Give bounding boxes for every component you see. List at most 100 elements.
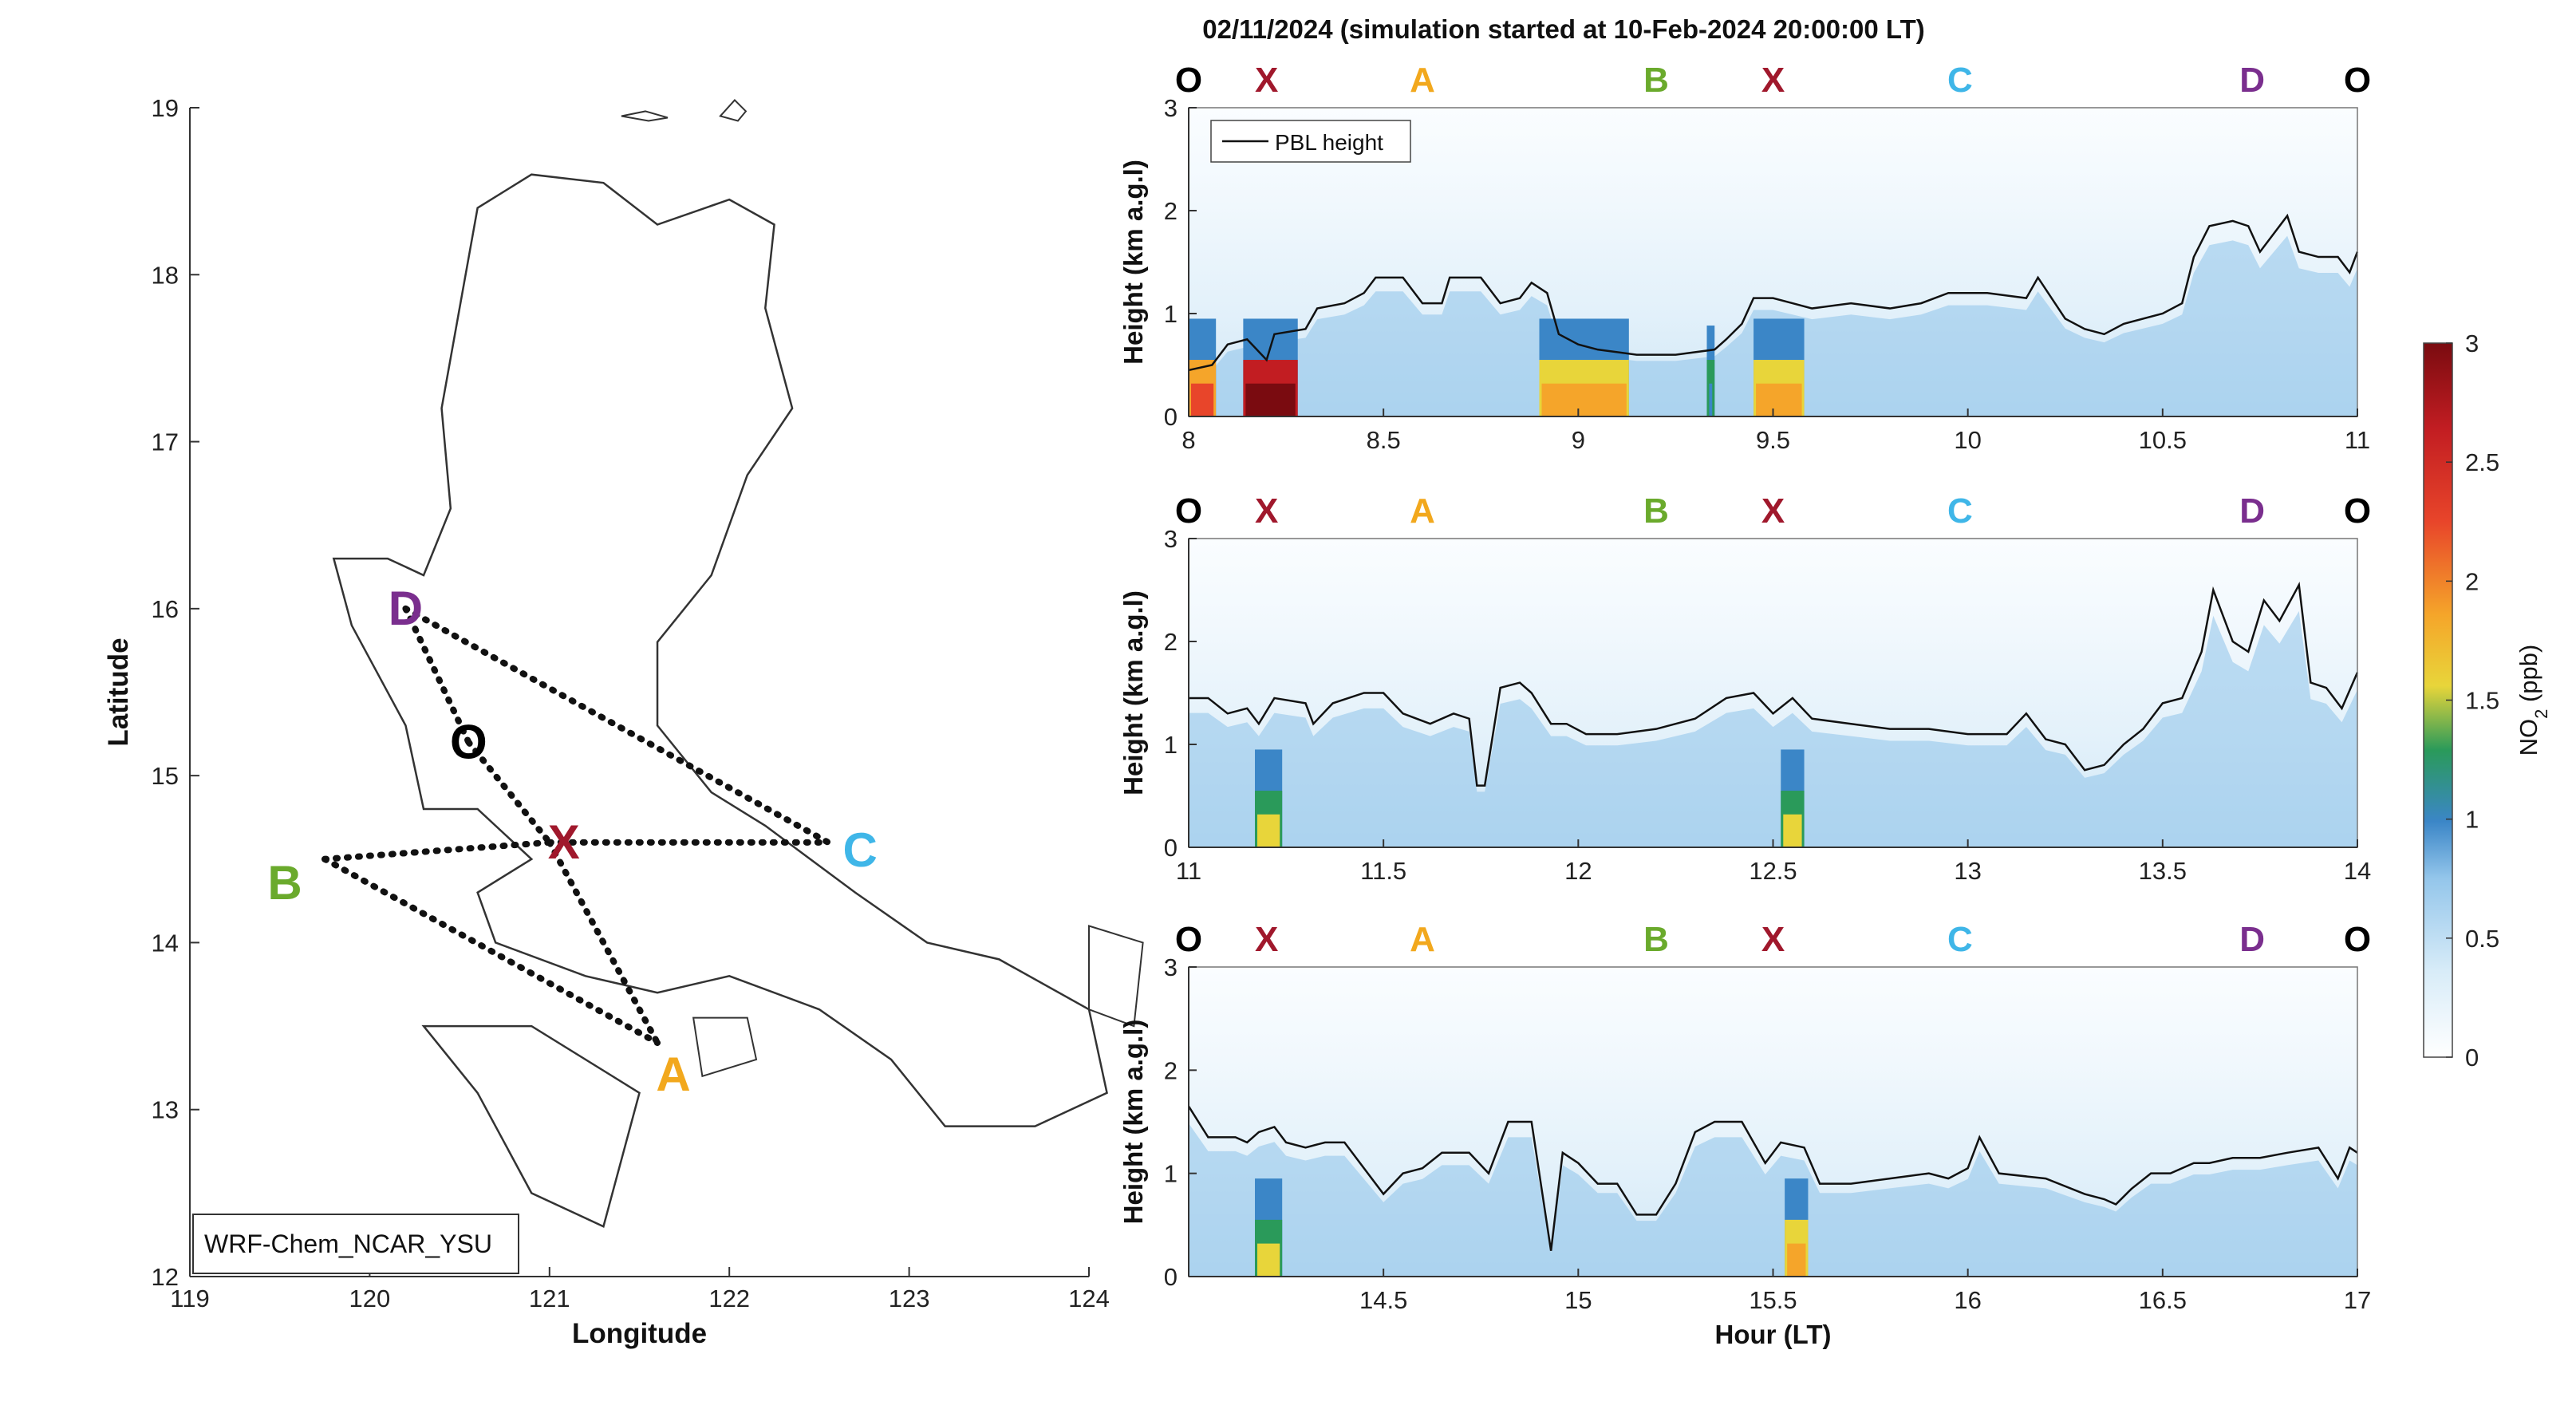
y-tick-label: 1 (1164, 300, 1178, 328)
x-tick-label: 11.5 (1360, 857, 1406, 885)
model-label-box (192, 1214, 519, 1274)
y-tick-label: 0 (1164, 403, 1178, 431)
map-y-tick-label: 16 (152, 595, 179, 623)
colorbar-tick-label: 0.5 (2465, 925, 2499, 953)
map-y-tick-label: 12 (152, 1263, 179, 1291)
y-tick-label: 3 (1164, 94, 1178, 122)
waypoint-label-X: X (1761, 61, 1785, 100)
waypoint-label-C: C (1947, 491, 1973, 531)
no2-column-core (1756, 383, 1802, 416)
colorbar-tick-label: 2 (2465, 567, 2479, 595)
map-y-tick-label: 19 (152, 94, 179, 122)
waypoint-label-X: X (1255, 491, 1278, 531)
map-x-tick-label: 121 (529, 1285, 570, 1312)
waypoint-label-B: B (1643, 920, 1669, 959)
x-tick-label: 16.5 (2139, 1286, 2187, 1314)
pbl-height-line (1188, 213, 2359, 372)
profile-panel-1: 8 8.5 9 9.5 10 10.5 11 0 1 2 3 Height (km a.g.l) O X A… (1118, 61, 2371, 454)
waypoint-label-C: C (1947, 61, 1973, 100)
no2-column-core (1709, 383, 1713, 416)
catanduanes-outline (1088, 925, 1144, 1028)
map-x-axis-title: Longitude (572, 1318, 707, 1349)
waypoint-label-X: X (1255, 61, 1278, 100)
map-y-tick-label: 13 (152, 1096, 179, 1124)
mindoro-outline (421, 1024, 641, 1228)
x-tick-label: 8.5 (1367, 426, 1401, 454)
map-point-A: A (656, 1048, 690, 1101)
colorbar-tick-label: 1.5 (2465, 687, 2499, 715)
waypoint-label-B: B (1643, 491, 1669, 531)
map-y-tick-label: 18 (152, 261, 179, 289)
x-tick-label: 11 (1176, 857, 1201, 885)
no2-column-core (1191, 383, 1214, 416)
x-tick-label: 10 (1954, 426, 1981, 454)
waypoint-label-X: X (1255, 920, 1278, 959)
map-point-C: C (842, 823, 877, 877)
no2-column-core (1541, 383, 1627, 416)
route-segment (322, 839, 553, 862)
x-tick-label: 14 (2344, 857, 2371, 885)
map-point-X: X (548, 815, 580, 869)
x-tick-label: 15.5 (1749, 1286, 1797, 1314)
y-tick-label: 3 (1164, 525, 1178, 553)
map-x-tick-label: 124 (1068, 1285, 1110, 1312)
x-tick-label: 14.5 (1359, 1286, 1407, 1314)
model-label: WRF-Chem_NCAR_YSU (204, 1229, 492, 1258)
colorbar-title: NO2 (ppb) (2515, 645, 2551, 756)
route-segment (465, 739, 553, 846)
x-tick-label: 13.5 (2139, 857, 2187, 885)
route-segment (402, 605, 832, 846)
colorbar-tick-label: 1 (2465, 806, 2479, 834)
y-tick-label: 0 (1164, 834, 1178, 862)
colorbar: 0 0.5 1 1.5 2 2.5 3 NO2 (ppb) (2423, 330, 2551, 1072)
x-axis-title: Hour (LT) (1714, 1320, 1831, 1349)
route-segment (402, 605, 472, 746)
waypoint-label-D: D (2239, 491, 2265, 531)
y-axis-title: Height (km a.g.l) (1118, 1020, 1148, 1225)
y-tick-label: 0 (1164, 1263, 1178, 1291)
x-tick-label: 9 (1572, 426, 1585, 454)
waypoint-label-O: O (2344, 491, 2371, 531)
boundary-layer-field (1189, 610, 2357, 847)
map-point-D: D (389, 582, 423, 635)
waypoint-label-D: D (2239, 61, 2265, 100)
x-tick-label: 12 (1564, 857, 1592, 885)
no2-column-core (1257, 814, 1280, 847)
y-tick-label: 1 (1164, 1160, 1178, 1188)
no2-column-core (1783, 814, 1802, 847)
y-tick-label: 2 (1164, 1056, 1178, 1084)
map-y-tick-label: 17 (152, 428, 179, 456)
map-y-tick-label: 15 (152, 762, 179, 790)
route-segment (546, 839, 661, 1046)
waypoint-label-O: O (1175, 61, 1202, 100)
waypoint-label-X: X (1761, 920, 1785, 959)
x-tick-label: 10.5 (2139, 426, 2187, 454)
x-tick-label: 13 (1954, 857, 1981, 885)
waypoint-label-C: C (1947, 920, 1973, 959)
x-tick-label: 15 (1564, 1286, 1592, 1314)
x-tick-label: 17 (2344, 1286, 2371, 1314)
route-segment (322, 855, 661, 1046)
waypoint-label-A: A (1410, 920, 1435, 959)
no2-column-core (1787, 1243, 1806, 1277)
map-x-tick-label: 122 (708, 1285, 750, 1312)
y-tick-label: 1 (1164, 731, 1178, 759)
waypoint-label-D: D (2239, 920, 2265, 959)
map-x-tick-label: 123 (889, 1285, 930, 1312)
map-point-B: B (267, 856, 302, 910)
waypoint-label-O: O (1175, 491, 1202, 531)
x-tick-label: 12.5 (1749, 857, 1797, 885)
waypoint-label-A: A (1410, 491, 1435, 531)
waypoint-label-B: B (1643, 61, 1669, 100)
legend-label: PBL height (1275, 130, 1383, 155)
northern-islands (621, 99, 748, 122)
x-tick-label: 16 (1954, 1286, 1981, 1314)
no2-column-core (1245, 383, 1296, 416)
pbl-height-line (1189, 581, 2359, 787)
boundary-layer-field (1189, 1123, 2357, 1277)
luzon-outline (332, 173, 1108, 1127)
map-panel: 119 120 121 122 123 124 12 13 14 15 16 17 18 19 Longit… (103, 94, 1144, 1349)
figure-title: 02/11/2024 (simulation started at 10-Feb… (1202, 14, 1924, 44)
waypoint-label-O: O (2344, 61, 2371, 100)
